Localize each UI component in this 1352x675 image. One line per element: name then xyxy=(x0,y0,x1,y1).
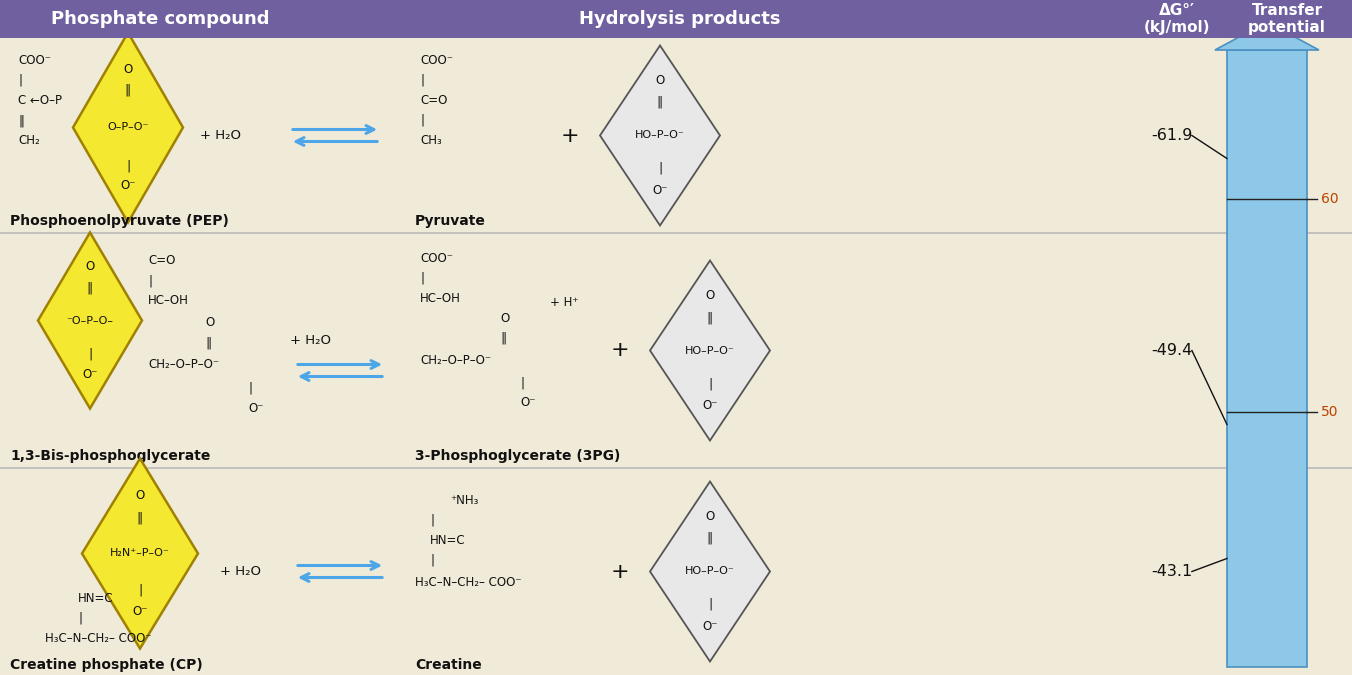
Text: CH₃: CH₃ xyxy=(420,134,442,146)
Text: HO–P–O⁻: HO–P–O⁻ xyxy=(635,130,685,140)
Text: O⁻: O⁻ xyxy=(247,402,264,414)
Text: H₂N⁺–P–O⁻: H₂N⁺–P–O⁻ xyxy=(110,549,170,558)
Text: ‖: ‖ xyxy=(206,337,211,350)
Polygon shape xyxy=(82,458,197,649)
Text: Pyruvate: Pyruvate xyxy=(415,214,485,228)
Text: Hydrolysis products: Hydrolysis products xyxy=(579,10,780,28)
Polygon shape xyxy=(650,481,771,662)
Text: ⁻O–P–O–: ⁻O–P–O– xyxy=(66,315,114,325)
Text: HC–OH: HC–OH xyxy=(420,292,461,304)
Text: O⁻: O⁻ xyxy=(702,620,718,633)
Text: O: O xyxy=(656,74,665,87)
Polygon shape xyxy=(38,232,142,408)
Text: HO–P–O⁻: HO–P–O⁻ xyxy=(685,566,735,576)
Text: |: | xyxy=(420,74,425,86)
Text: CH₂: CH₂ xyxy=(18,134,39,148)
Text: Creatine phosphate (CP): Creatine phosphate (CP) xyxy=(9,658,203,672)
Text: |: | xyxy=(430,514,434,526)
Text: ⁺NH₃: ⁺NH₃ xyxy=(450,493,479,506)
Text: C ←O–P: C ←O–P xyxy=(18,94,62,107)
Text: HO–P–O⁻: HO–P–O⁻ xyxy=(685,346,735,356)
Text: O: O xyxy=(206,317,214,329)
Text: O⁻: O⁻ xyxy=(652,184,668,197)
Polygon shape xyxy=(600,45,721,225)
Text: O⁻: O⁻ xyxy=(120,179,135,192)
Text: +: + xyxy=(611,562,629,581)
Text: CH₂–O–P–O⁻: CH₂–O–P–O⁻ xyxy=(420,354,491,367)
Text: |: | xyxy=(521,377,525,389)
Text: O: O xyxy=(123,63,132,76)
Text: |: | xyxy=(18,74,22,86)
Text: + H₂O: + H₂O xyxy=(289,334,331,347)
Text: 60: 60 xyxy=(1321,192,1338,206)
Text: |: | xyxy=(658,162,662,175)
Text: ‖: ‖ xyxy=(18,115,24,128)
Text: |: | xyxy=(147,275,151,288)
Text: |: | xyxy=(430,554,434,566)
Text: O: O xyxy=(85,260,95,273)
Text: + H⁺: + H⁺ xyxy=(550,296,579,310)
Text: |: | xyxy=(138,583,142,596)
Text: O⁻: O⁻ xyxy=(132,605,147,618)
Text: O⁻: O⁻ xyxy=(702,399,718,412)
Text: -49.4: -49.4 xyxy=(1152,343,1192,358)
Text: C=O: C=O xyxy=(147,254,176,267)
Text: ‖: ‖ xyxy=(500,331,506,344)
Text: |: | xyxy=(708,598,713,611)
Text: COO⁻: COO⁻ xyxy=(420,252,453,265)
Text: ‖: ‖ xyxy=(137,511,143,524)
Bar xyxy=(0,0,1102,38)
Text: + H₂O: + H₂O xyxy=(220,565,261,578)
Text: 50: 50 xyxy=(1321,405,1338,418)
Text: O⁻: O⁻ xyxy=(82,368,97,381)
Text: CH₂–O–P–O⁻: CH₂–O–P–O⁻ xyxy=(147,358,219,371)
Text: +: + xyxy=(561,126,579,146)
Text: H₃C–N–CH₂– COO⁻: H₃C–N–CH₂– COO⁻ xyxy=(415,576,522,589)
Text: HN=C: HN=C xyxy=(78,591,114,605)
Text: ‖: ‖ xyxy=(657,96,662,109)
Text: C=O: C=O xyxy=(420,94,448,107)
Text: COO⁻: COO⁻ xyxy=(18,53,51,67)
Polygon shape xyxy=(650,261,771,441)
Text: |: | xyxy=(420,271,425,284)
Text: + H₂O: + H₂O xyxy=(200,129,241,142)
Text: Phosphate compound: Phosphate compound xyxy=(51,10,269,28)
Text: O: O xyxy=(706,289,715,302)
Text: |: | xyxy=(126,159,130,172)
Polygon shape xyxy=(1215,22,1320,50)
Text: 3-Phosphoglycerate (3PG): 3-Phosphoglycerate (3PG) xyxy=(415,449,621,463)
Text: Transfer
potential: Transfer potential xyxy=(1248,3,1326,35)
Text: HC–OH: HC–OH xyxy=(147,294,189,308)
Polygon shape xyxy=(73,32,183,223)
Text: O: O xyxy=(135,489,145,502)
Text: |: | xyxy=(420,113,425,126)
Text: O: O xyxy=(706,510,715,523)
Text: -61.9: -61.9 xyxy=(1151,128,1192,143)
Text: |: | xyxy=(247,381,251,394)
Text: COO⁻: COO⁻ xyxy=(420,53,453,67)
Text: ‖: ‖ xyxy=(87,281,93,294)
Bar xyxy=(1102,0,1352,38)
Text: O⁻: O⁻ xyxy=(521,396,535,410)
Text: Phosphoenolpyruvate (PEP): Phosphoenolpyruvate (PEP) xyxy=(9,214,228,228)
Text: O–P–O⁻: O–P–O⁻ xyxy=(107,122,149,132)
Text: +: + xyxy=(611,340,629,360)
Text: ‖: ‖ xyxy=(707,532,713,545)
Text: |: | xyxy=(708,377,713,390)
Text: ‖: ‖ xyxy=(707,311,713,324)
Text: HN=C: HN=C xyxy=(430,533,465,547)
Bar xyxy=(1228,50,1307,667)
Text: |: | xyxy=(88,347,92,360)
Text: Creatine: Creatine xyxy=(415,658,481,672)
Text: 1,3-Bis-phosphoglycerate: 1,3-Bis-phosphoglycerate xyxy=(9,449,211,463)
Text: O: O xyxy=(500,311,510,325)
Text: H₃C–N–CH₂– COO⁻: H₃C–N–CH₂– COO⁻ xyxy=(45,632,151,645)
Text: |: | xyxy=(78,612,82,624)
Text: ΔG°′
(kJ/mol): ΔG°′ (kJ/mol) xyxy=(1144,3,1210,35)
Text: ‖: ‖ xyxy=(124,83,131,96)
Text: -43.1: -43.1 xyxy=(1152,564,1192,579)
